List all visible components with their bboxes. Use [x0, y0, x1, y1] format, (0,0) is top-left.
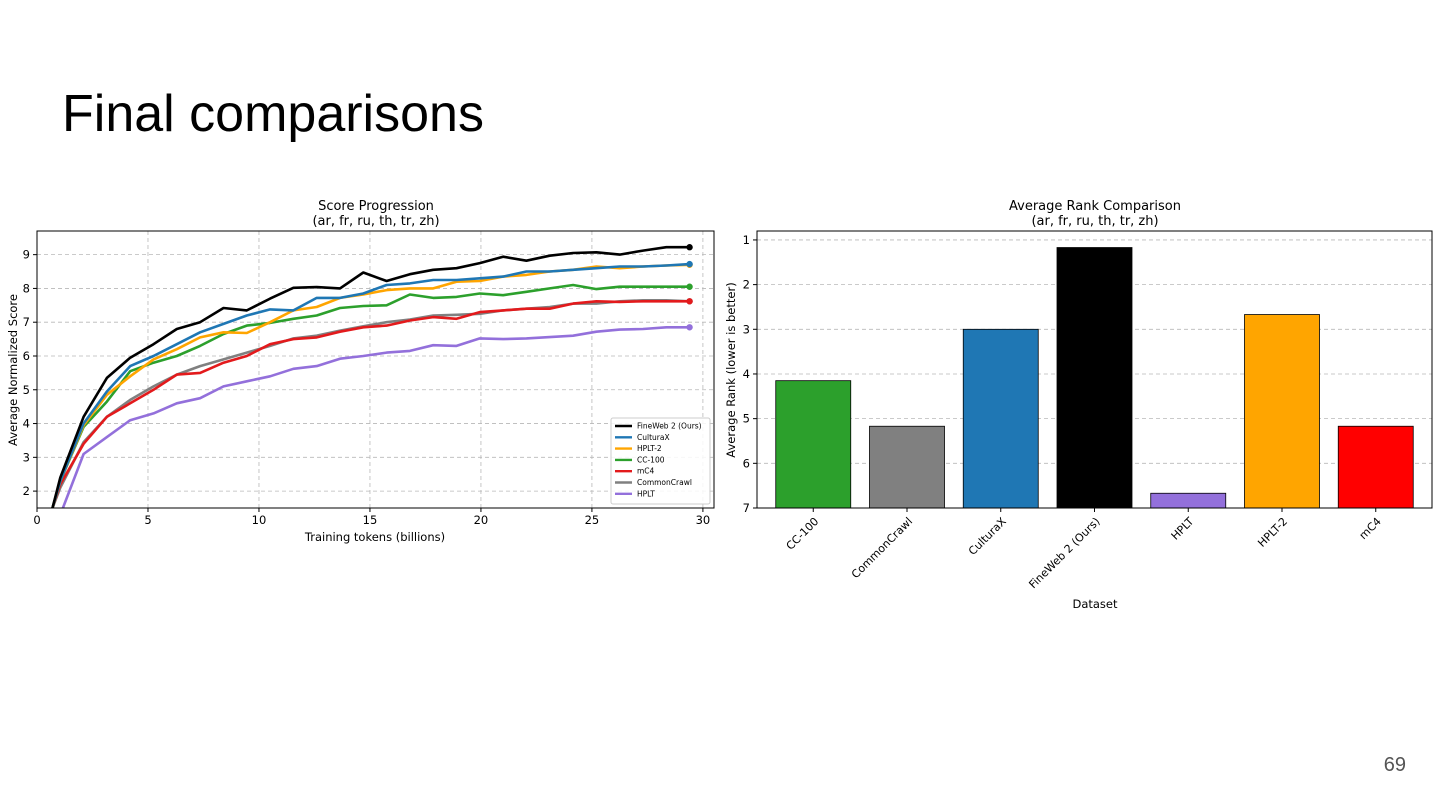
bar-chart-bars	[775, 247, 1414, 509]
page-number: 69	[1383, 754, 1406, 776]
x-tick-label: FineWeb 2 (Ours)	[1026, 515, 1102, 591]
x-tick-label: 15	[363, 513, 378, 527]
y-tick-label: 1	[743, 233, 750, 247]
legend-label: CommonCrawl	[637, 478, 692, 487]
legend-label: HPLT	[637, 489, 655, 498]
y-tick-label: 5	[23, 383, 30, 397]
line-chart: Score Progression (ar, fr, ru, th, tr, z…	[6, 199, 715, 544]
legend-label: CC-100	[637, 455, 665, 464]
series-line	[61, 325, 690, 508]
legend-label: CulturaX	[637, 433, 670, 442]
series-line	[51, 262, 690, 508]
bar	[1150, 492, 1227, 509]
line-chart-series	[51, 244, 693, 508]
line-chart-plot-frame	[36, 230, 715, 509]
bar	[869, 425, 945, 509]
y-tick-label: 4	[743, 367, 750, 381]
line-chart-legend: FineWeb 2 (Ours) CulturaX HPLT-2 CC-100 mC4 C…	[610, 417, 711, 505]
x-tick-label: 25	[585, 513, 600, 527]
legend-label: FineWeb 2 (Ours)	[637, 422, 702, 431]
bar-chart: Average Rank Comparison (ar, fr, ru, th,…	[724, 199, 1433, 611]
bar-chart-title: Average Rank Comparison	[1009, 199, 1181, 214]
y-tick-label: 8	[23, 281, 30, 295]
legend-label: mC4	[637, 467, 655, 476]
y-tick-label: 2	[23, 484, 30, 498]
x-tick-label: mC4	[1357, 515, 1384, 542]
legend-label: HPLT-2	[637, 444, 662, 453]
y-tick-label: 7	[23, 315, 30, 329]
x-tick-label: 30	[696, 513, 711, 527]
series-endpoint	[686, 260, 693, 268]
y-tick-label: 7	[743, 501, 750, 515]
x-tick-label: 0	[33, 513, 40, 527]
series-line	[51, 245, 690, 508]
series-line	[51, 299, 690, 508]
legend-frame	[610, 417, 711, 505]
y-tick-label: 5	[743, 412, 750, 426]
line-chart-ticks: 0 5 10 15 20 25 30 2 3 4 5 6 7 8 9	[23, 248, 711, 527]
y-tick-label: 2	[743, 278, 750, 292]
y-tick-label: 6	[743, 456, 750, 470]
line-chart-subtitle: (ar, fr, ru, th, tr, zh)	[312, 214, 439, 229]
bar	[962, 328, 1039, 509]
x-tick-label: 20	[474, 513, 489, 527]
x-tick-label: CulturaX	[966, 515, 1009, 558]
line-chart-xlabel: Training tokens (billions)	[304, 530, 445, 544]
series-endpoint	[686, 298, 693, 305]
y-tick-label: 3	[23, 450, 30, 464]
bar	[775, 380, 852, 509]
x-tick-label: CC-100	[784, 515, 822, 553]
x-tick-label: HPLT	[1169, 515, 1197, 543]
bar	[1337, 425, 1414, 509]
slide-title: Final comparisons	[62, 85, 484, 143]
bar	[1056, 247, 1133, 509]
x-tick-label: 5	[144, 513, 151, 527]
series-endpoint	[686, 324, 693, 331]
series-endpoint	[686, 244, 693, 251]
bar-chart-xlabel: Dataset	[1072, 597, 1118, 611]
bar	[1244, 314, 1320, 509]
series-endpoint	[686, 283, 693, 290]
x-tick-label: 10	[252, 513, 267, 527]
x-tick-label: HPLT-2	[1255, 515, 1290, 550]
y-tick-label: 9	[23, 248, 30, 262]
line-chart-title: Score Progression	[318, 199, 434, 214]
line-chart-ylabel: Average Normalized Score	[6, 294, 20, 446]
bar-chart-subtitle: (ar, fr, ru, th, tr, zh)	[1031, 214, 1158, 229]
bar-chart-ylabel: Average Rank (lower is better)	[724, 282, 738, 457]
y-tick-label: 3	[743, 322, 750, 336]
y-tick-label: 6	[23, 349, 30, 363]
y-tick-label: 4	[23, 417, 30, 431]
x-tick-label: CommonCrawl	[849, 515, 915, 581]
